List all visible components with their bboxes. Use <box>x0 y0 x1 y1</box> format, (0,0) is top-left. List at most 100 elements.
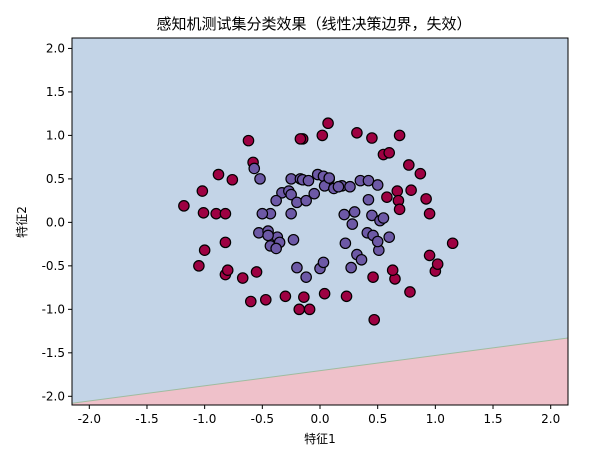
data-point-series-2 <box>254 173 266 185</box>
data-point-series-2 <box>270 242 282 255</box>
data-point-series-1 <box>446 237 459 250</box>
data-point-series-2 <box>287 233 300 246</box>
data-point-series-1 <box>403 159 415 171</box>
data-point-series-1 <box>391 185 404 197</box>
data-point-series-2 <box>348 206 361 218</box>
scatter-points <box>178 117 459 326</box>
data-point-series-2 <box>383 231 396 243</box>
data-point-series-1 <box>393 129 406 142</box>
data-point-series-2 <box>377 212 390 224</box>
data-point-series-1 <box>340 290 353 303</box>
x-tick-label: -0.5 <box>251 412 274 426</box>
data-point-series-2 <box>300 271 312 283</box>
data-point-series-1 <box>212 168 225 181</box>
y-tick-label: -2.0 <box>42 389 65 403</box>
data-point-series-1 <box>250 266 263 278</box>
x-tick-label: -1.0 <box>193 412 216 426</box>
data-point-series-1 <box>423 207 436 220</box>
data-point-series-2 <box>345 261 357 274</box>
data-point-series-1 <box>198 244 211 256</box>
data-point-series-1 <box>221 264 234 277</box>
data-point-series-2 <box>308 187 321 200</box>
y-tick-label: -1.5 <box>42 346 65 360</box>
data-point-series-1 <box>405 184 417 196</box>
data-point-series-1 <box>259 293 272 306</box>
y-tick-label: 1.5 <box>46 85 65 99</box>
data-point-series-1 <box>178 200 190 212</box>
data-point-series-2 <box>302 174 315 187</box>
data-point-series-2 <box>338 208 351 221</box>
data-point-series-1 <box>303 303 316 316</box>
data-point-series-1 <box>193 260 205 272</box>
x-tick-label: 1.0 <box>426 412 445 426</box>
x-tick-label: -1.5 <box>135 412 158 426</box>
data-point-series-2 <box>262 229 274 242</box>
data-point-series-1 <box>368 313 381 326</box>
data-point-series-1 <box>244 295 257 308</box>
data-point-series-2 <box>300 194 312 207</box>
data-point-series-1 <box>383 146 396 159</box>
data-point-series-1 <box>386 264 399 277</box>
data-point-series-2 <box>362 174 375 187</box>
data-point-series-1 <box>423 249 436 262</box>
data-point-series-1 <box>316 129 329 142</box>
data-point-series-1 <box>219 236 232 249</box>
data-point-series-2 <box>371 235 384 248</box>
data-point-series-2 <box>366 209 378 222</box>
x-tick-label: 2.0 <box>541 412 560 426</box>
data-point-series-1 <box>226 173 239 186</box>
data-point-series-1 <box>404 286 416 298</box>
data-point-series-2 <box>291 261 303 274</box>
data-point-series-1 <box>393 203 406 216</box>
x-tick-label: 0.0 <box>310 412 329 426</box>
data-point-series-2 <box>346 218 359 230</box>
y-tick-label: -1.0 <box>42 302 65 316</box>
y-axis-label: 特征2 <box>14 206 29 238</box>
data-point-series-1 <box>294 133 307 145</box>
data-point-series-1 <box>219 207 232 220</box>
x-tick-label: 1.5 <box>483 412 502 426</box>
data-point-series-1 <box>322 117 334 130</box>
decision-region-class-b <box>72 38 568 404</box>
y-tick-label: 0.0 <box>46 215 65 229</box>
x-axis-ticks: -2.0 -1.5 -1.0 -0.5 0.0 0.5 1.0 1.5 2.0 <box>78 405 560 426</box>
data-point-series-2 <box>285 188 297 201</box>
y-tick-label: 1.0 <box>46 128 65 142</box>
data-point-series-1 <box>381 191 393 203</box>
data-point-series-2 <box>344 180 356 193</box>
data-point-series-1 <box>351 126 363 139</box>
data-point-series-1 <box>298 291 310 303</box>
x-tick-label: -2.0 <box>78 412 101 426</box>
data-point-series-1 <box>293 303 306 316</box>
data-point-series-1 <box>420 193 432 205</box>
y-tick-label: 2.0 <box>46 41 65 55</box>
data-point-series-1 <box>366 132 378 144</box>
data-point-series-2 <box>332 180 345 193</box>
data-point-series-2 <box>362 193 375 206</box>
data-point-series-1 <box>431 258 444 270</box>
data-point-series-1 <box>367 271 379 283</box>
data-point-series-2 <box>285 207 297 220</box>
y-tick-label: -0.5 <box>42 259 65 273</box>
decision-boundary-line <box>72 337 568 404</box>
data-point-series-1 <box>242 134 255 147</box>
data-point-series-2 <box>371 179 384 191</box>
data-point-series-2 <box>248 162 261 175</box>
data-point-series-1 <box>196 185 209 197</box>
y-tick-label: 0.5 <box>46 172 65 186</box>
data-point-series-1 <box>236 272 249 284</box>
data-point-series-2 <box>339 237 352 250</box>
chart-title: 感知机测试集分类效果（线性决策边界，失效） <box>156 15 471 33</box>
x-tick-label: 0.5 <box>368 412 387 426</box>
data-point-series-2 <box>317 256 330 269</box>
data-point-series-1 <box>279 290 292 303</box>
data-point-series-2 <box>355 253 368 266</box>
x-axis-label: 特征1 <box>304 431 336 446</box>
data-point-series-1 <box>197 207 210 219</box>
data-point-series-1 <box>414 167 427 180</box>
data-point-series-2 <box>323 172 336 184</box>
data-point-series-2 <box>256 207 269 220</box>
data-point-series-2 <box>270 194 282 207</box>
data-point-series-1 <box>318 287 331 300</box>
